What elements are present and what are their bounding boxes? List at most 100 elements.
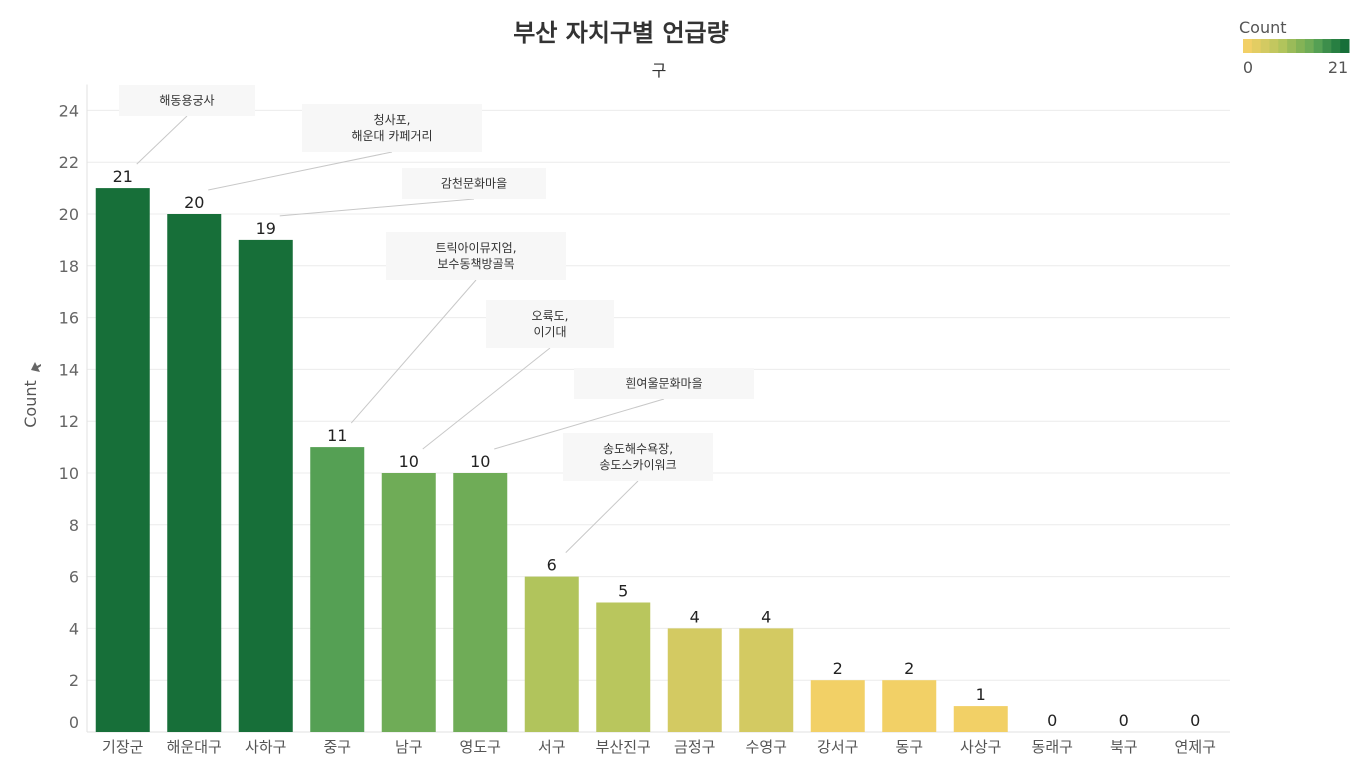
bar[interactable] bbox=[238, 239, 293, 732]
x-category-label: 동구 bbox=[895, 738, 923, 756]
x-category-label: 해운대구 bbox=[167, 738, 222, 756]
bar-value-label: 5 bbox=[618, 582, 628, 601]
bar[interactable] bbox=[381, 473, 436, 732]
annotation-leader bbox=[565, 480, 639, 553]
bar-value-label: 10 bbox=[470, 452, 490, 471]
x-category-label: 연제구 bbox=[1175, 738, 1216, 756]
bar[interactable] bbox=[596, 602, 651, 733]
bar-value-label: 20 bbox=[184, 193, 204, 212]
annotation-leader bbox=[350, 279, 477, 424]
annotation-text: 송도해수욕장, bbox=[603, 442, 673, 456]
legend-swatch bbox=[1287, 39, 1297, 53]
annotation-text: 이기대 bbox=[533, 325, 566, 339]
annotation-box bbox=[574, 368, 754, 399]
annotation-box bbox=[119, 85, 255, 116]
annotation-text: 흰여울문화마을 bbox=[625, 377, 702, 391]
legend-swatch bbox=[1331, 39, 1341, 53]
annotation-leader bbox=[208, 151, 393, 191]
legend-swatch bbox=[1269, 39, 1279, 53]
bar-value-label: 0 bbox=[1119, 711, 1129, 730]
legend-swatch bbox=[1340, 39, 1350, 53]
y-tick-label: 2 bbox=[69, 671, 79, 690]
bar-value-label: 0 bbox=[1047, 711, 1057, 730]
legend-swatch bbox=[1278, 39, 1288, 53]
x-category-label: 서구 bbox=[538, 738, 566, 756]
bar[interactable] bbox=[667, 628, 722, 732]
y-tick-label: 20 bbox=[59, 205, 79, 224]
bar-value-label: 21 bbox=[113, 167, 133, 186]
bar[interactable] bbox=[453, 473, 508, 732]
x-category-label: 사하구 bbox=[245, 738, 286, 756]
annotation-leader bbox=[494, 398, 665, 450]
y-tick-label: 16 bbox=[59, 309, 79, 328]
bar-value-label: 4 bbox=[690, 607, 700, 626]
annotation-box bbox=[402, 168, 546, 199]
x-category-label: 금정구 bbox=[674, 738, 715, 756]
bar[interactable] bbox=[167, 214, 222, 732]
y-tick-label: 22 bbox=[59, 153, 79, 172]
annotation-text: 해운대 카페거리 bbox=[351, 129, 432, 143]
y-tick-label: 10 bbox=[59, 464, 79, 483]
legend-swatch bbox=[1251, 39, 1262, 53]
bar-value-label: 4 bbox=[761, 607, 771, 626]
color-legend: Count 0 21 bbox=[1239, 18, 1350, 77]
bar-value-label: 10 bbox=[399, 452, 419, 471]
y-tick-label: 6 bbox=[69, 568, 79, 587]
y-tick-label: 12 bbox=[59, 412, 79, 431]
legend-swatch bbox=[1243, 39, 1253, 53]
legend-title: Count bbox=[1239, 18, 1287, 37]
bar[interactable] bbox=[953, 706, 1008, 732]
y-axis-label-group: Count bbox=[21, 362, 41, 428]
x-category-label: 동래구 bbox=[1032, 738, 1073, 756]
bar[interactable] bbox=[810, 680, 865, 732]
bar-value-label: 6 bbox=[547, 556, 557, 575]
y-tick-label: 14 bbox=[59, 360, 79, 379]
pin-icon[interactable] bbox=[31, 362, 41, 372]
y-tick-label: 18 bbox=[59, 257, 79, 276]
annotation-box bbox=[386, 232, 566, 280]
x-category-label: 영도구 bbox=[460, 738, 501, 756]
chart-subtitle: 구 bbox=[652, 61, 667, 80]
annotation-box bbox=[302, 104, 482, 152]
legend-swatch bbox=[1313, 39, 1323, 53]
chart-title: 부산 자치구별 언급량 bbox=[513, 19, 728, 47]
annotation-leader bbox=[279, 198, 475, 217]
annotation-text: 보수동책방골목 bbox=[437, 256, 514, 271]
bar[interactable] bbox=[739, 628, 794, 732]
annotation-text: 트릭아이뮤지엄, bbox=[435, 241, 516, 255]
y-tick-label: 4 bbox=[69, 619, 79, 638]
legend-swatch bbox=[1322, 39, 1332, 53]
y-tick-label: 8 bbox=[69, 516, 79, 535]
legend-max-label: 21 bbox=[1328, 58, 1348, 77]
bar-value-label: 0 bbox=[1190, 711, 1200, 730]
x-category-label: 남구 bbox=[395, 738, 423, 756]
legend-swatches bbox=[1243, 39, 1350, 53]
bar-value-label: 1 bbox=[976, 685, 986, 704]
bar[interactable] bbox=[310, 447, 365, 732]
bar-value-label: 11 bbox=[327, 426, 347, 445]
annotation-text: 감천문화마을 bbox=[441, 176, 507, 191]
bar[interactable] bbox=[524, 576, 579, 732]
annotation-text: 해동용궁사 bbox=[159, 94, 214, 108]
legend-swatch bbox=[1304, 39, 1315, 53]
x-category-label: 부산진구 bbox=[596, 738, 651, 756]
bar[interactable] bbox=[95, 188, 150, 733]
bar[interactable] bbox=[882, 680, 937, 732]
annotation-text: 청사포, bbox=[374, 113, 411, 127]
annotation-box bbox=[563, 433, 713, 481]
bar-value-label: 2 bbox=[833, 659, 843, 678]
annotation-text: 오륙도, bbox=[532, 309, 569, 323]
legend-min-label: 0 bbox=[1243, 58, 1253, 77]
y-tick-label: 24 bbox=[59, 101, 79, 120]
x-category-label: 사상구 bbox=[960, 738, 1001, 756]
annotation-leader bbox=[136, 115, 188, 165]
x-labels: 기장군 해운대구 사하구 중구 남구 영도구 서구 부산진구 금정구 수영구 강서구 동구 사상구 동래구… bbox=[102, 738, 1216, 756]
x-category-label: 중구 bbox=[323, 738, 351, 756]
y-axis-label: Count bbox=[21, 380, 40, 428]
bar-value-label: 2 bbox=[904, 659, 914, 678]
legend-swatch bbox=[1260, 39, 1270, 53]
annotation-box bbox=[486, 300, 614, 348]
